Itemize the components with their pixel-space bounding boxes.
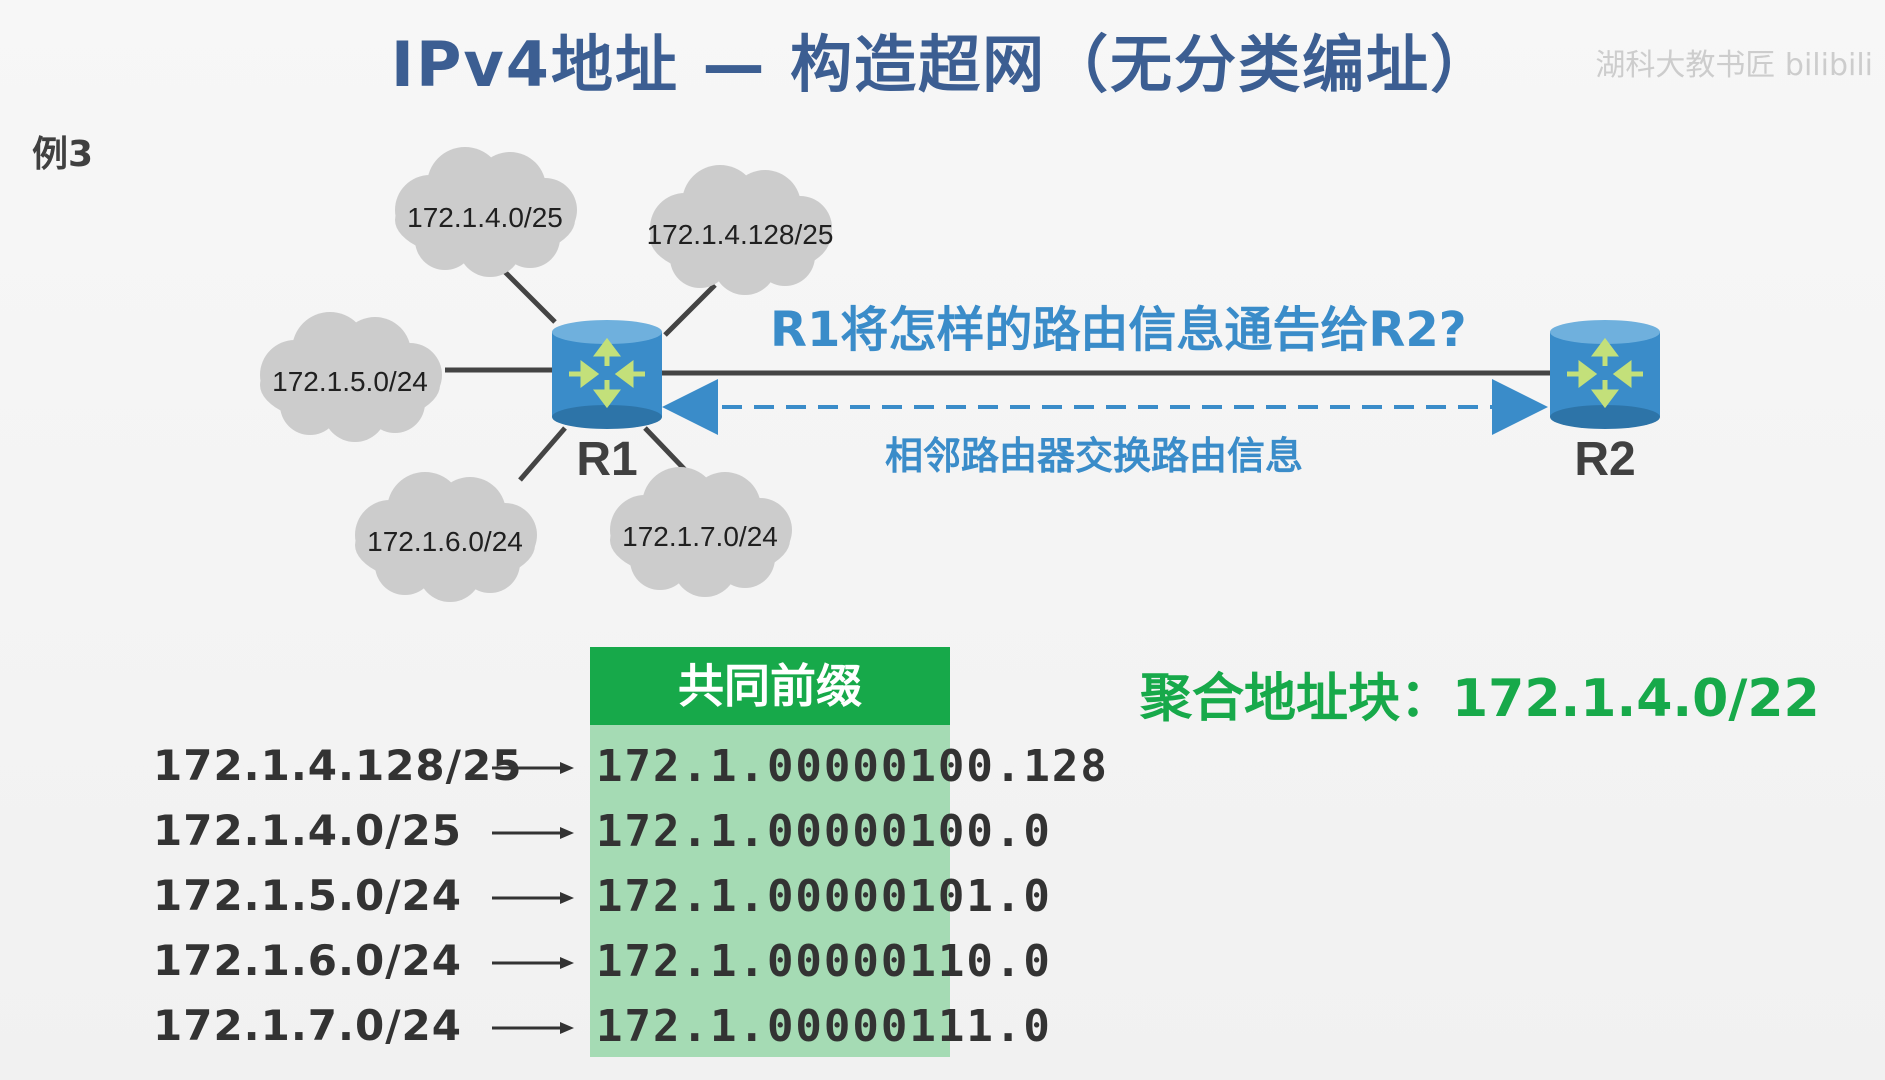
binary-address: 172.1.00000100.128 bbox=[596, 741, 1109, 792]
address-row: 172.1.5.0/24 172.1.00000101.0 bbox=[0, 871, 1200, 931]
binary-address: 172.1.00000100.0 bbox=[596, 806, 1052, 857]
exchange-label: 相邻路由器交换路由信息 bbox=[885, 434, 1304, 478]
example-label: 例3 bbox=[32, 134, 94, 175]
link-net2 bbox=[663, 283, 717, 337]
source-network: 172.1.4.128/25 bbox=[153, 741, 523, 790]
common-prefix-header: 共同前缀 bbox=[590, 647, 950, 725]
source-network: 172.1.7.0/24 bbox=[153, 1001, 462, 1050]
aggregate-block-label: 聚合地址块：172.1.4.0/22 bbox=[1140, 669, 1820, 729]
page-title: IPv4地址 — 构造超网（无分类编址） bbox=[390, 28, 1495, 101]
right-arrow-icon bbox=[492, 827, 574, 839]
router-label-r2: R2 bbox=[1574, 433, 1635, 486]
binary-address: 172.1.00000110.0 bbox=[596, 936, 1052, 987]
network-label: 172.1.6.0/24 bbox=[367, 526, 523, 557]
network-label: 172.1.5.0/24 bbox=[272, 366, 428, 397]
right-arrow-icon bbox=[492, 1022, 574, 1034]
network-label: 172.1.7.0/24 bbox=[622, 521, 778, 552]
address-row: 172.1.7.0/24 172.1.00000111.0 bbox=[0, 1001, 1200, 1061]
link-net4 bbox=[518, 426, 567, 482]
link-net1 bbox=[503, 270, 557, 324]
right-arrow-icon bbox=[492, 957, 574, 969]
network-label: 172.1.4.0/25 bbox=[407, 202, 563, 233]
router-icon bbox=[552, 320, 662, 429]
right-arrow-icon bbox=[492, 892, 574, 904]
address-row: 172.1.4.128/25 172.1.00000100.128 bbox=[0, 741, 1200, 801]
network-label: 172.1.4.128/25 bbox=[647, 219, 834, 250]
router-label-r1: R1 bbox=[576, 433, 637, 486]
source-network: 172.1.5.0/24 bbox=[153, 871, 462, 920]
source-network: 172.1.4.0/25 bbox=[153, 806, 462, 855]
binary-address: 172.1.00000101.0 bbox=[596, 871, 1052, 922]
source-network: 172.1.6.0/24 bbox=[153, 936, 462, 985]
right-arrow-icon bbox=[492, 762, 574, 774]
router-icon bbox=[1550, 320, 1660, 429]
watermark: 湖科大教书匠 bilibili bbox=[1595, 48, 1873, 83]
network-diagram: 172.1.4.0/25 172.1.4.128/25 172.1.5.0/24… bbox=[260, 147, 1660, 602]
address-row: 172.1.6.0/24 172.1.00000110.0 bbox=[0, 936, 1200, 996]
binary-address: 172.1.00000111.0 bbox=[596, 1001, 1052, 1052]
question-text: R1将怎样的路由信息通告给R2? bbox=[770, 302, 1467, 358]
address-row: 172.1.4.0/25 172.1.00000100.0 bbox=[0, 806, 1200, 866]
